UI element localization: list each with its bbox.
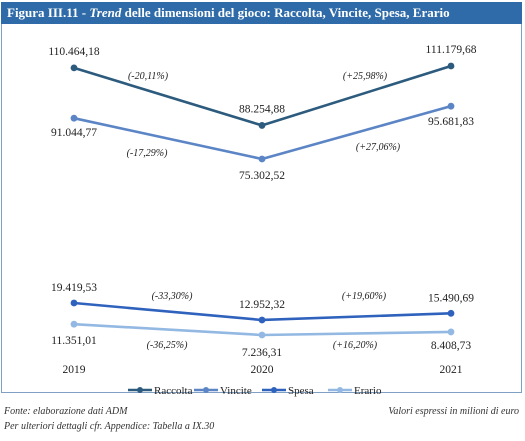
point-raccolta-2020	[258, 122, 266, 129]
figure-title-rest: delle dimensioni del gioco: Raccolta, Vi…	[121, 5, 450, 20]
point-raccolta-2021	[447, 62, 455, 70]
point-erario-2019	[70, 320, 78, 328]
change-label-raccolta-2: (+25,98%)	[343, 71, 388, 82]
legend-label-vincite: Vincite	[220, 385, 252, 397]
legend-marker-raccolta	[137, 387, 143, 393]
legend-label-spesa: Spesa	[288, 385, 314, 397]
legend-label-raccolta: Raccolta	[154, 385, 193, 397]
point-vincite-2021	[447, 102, 455, 110]
value-label-erario-2021: 8.408,73	[431, 340, 472, 352]
details-note: Per ulteriori dettagli cfr. Appendice: T…	[4, 421, 215, 432]
point-vincite-2019	[70, 114, 78, 122]
figure-title-italic: Trend	[89, 5, 122, 20]
value-label-spesa-2019: 19.419,53	[51, 282, 97, 294]
change-label-spesa-2: (+19,60%)	[342, 291, 387, 302]
point-spesa-2020	[258, 316, 266, 324]
point-erario-2021	[447, 328, 455, 336]
change-label-vincite-2: (+27,06%)	[356, 142, 401, 153]
legend-marker-vincite	[203, 387, 209, 393]
legend-marker-erario	[337, 387, 343, 393]
point-spesa-2019	[70, 299, 78, 307]
value-label-raccolta-2021: 111.179,68	[426, 44, 477, 56]
point-raccolta-2019	[70, 64, 78, 72]
figure-title: Figura III.11 - Trend delle dimensioni d…	[1, 2, 522, 24]
legend-label-erario: Erario	[354, 385, 382, 397]
value-label-erario-2020: 7.236,31	[242, 347, 283, 359]
change-label-spesa-1: (-33,30%)	[152, 291, 193, 302]
point-vincite-2020	[258, 155, 266, 163]
x-tick-label-2021: 2021	[440, 364, 463, 376]
value-label-vincite-2019: 91.044,77	[51, 127, 97, 139]
point-erario-2020	[258, 331, 266, 339]
value-label-spesa-2021: 15.490,69	[428, 292, 474, 304]
x-tick-label-2020: 2020	[251, 364, 274, 376]
value-label-erario-2019: 11.351,01	[51, 335, 97, 347]
units-note: Valori espressi in milioni di euro	[388, 406, 519, 417]
value-label-raccolta-2019: 110.464,18	[48, 46, 100, 58]
value-label-vincite-2021: 95.681,83	[428, 116, 474, 128]
figure-title-prefix: Figura III.11 -	[7, 5, 90, 20]
legend-marker-spesa	[271, 387, 277, 393]
source-note: Fonte: elaborazione dati ADM	[4, 406, 128, 417]
change-label-vincite-1: (-17,29%)	[127, 148, 168, 159]
value-label-spesa-2020: 12.952,32	[239, 299, 285, 311]
change-label-erario-2: (+16,20%)	[333, 340, 378, 351]
x-tick-label-2019: 2019	[63, 364, 86, 376]
point-spesa-2021	[447, 309, 455, 317]
change-label-erario-1: (-36,25%)	[147, 340, 188, 351]
value-label-raccolta-2020: 88.254,88	[239, 103, 285, 115]
change-label-raccolta-1: (-20,11%)	[128, 71, 169, 82]
value-label-vincite-2020: 75.302,52	[239, 170, 285, 182]
